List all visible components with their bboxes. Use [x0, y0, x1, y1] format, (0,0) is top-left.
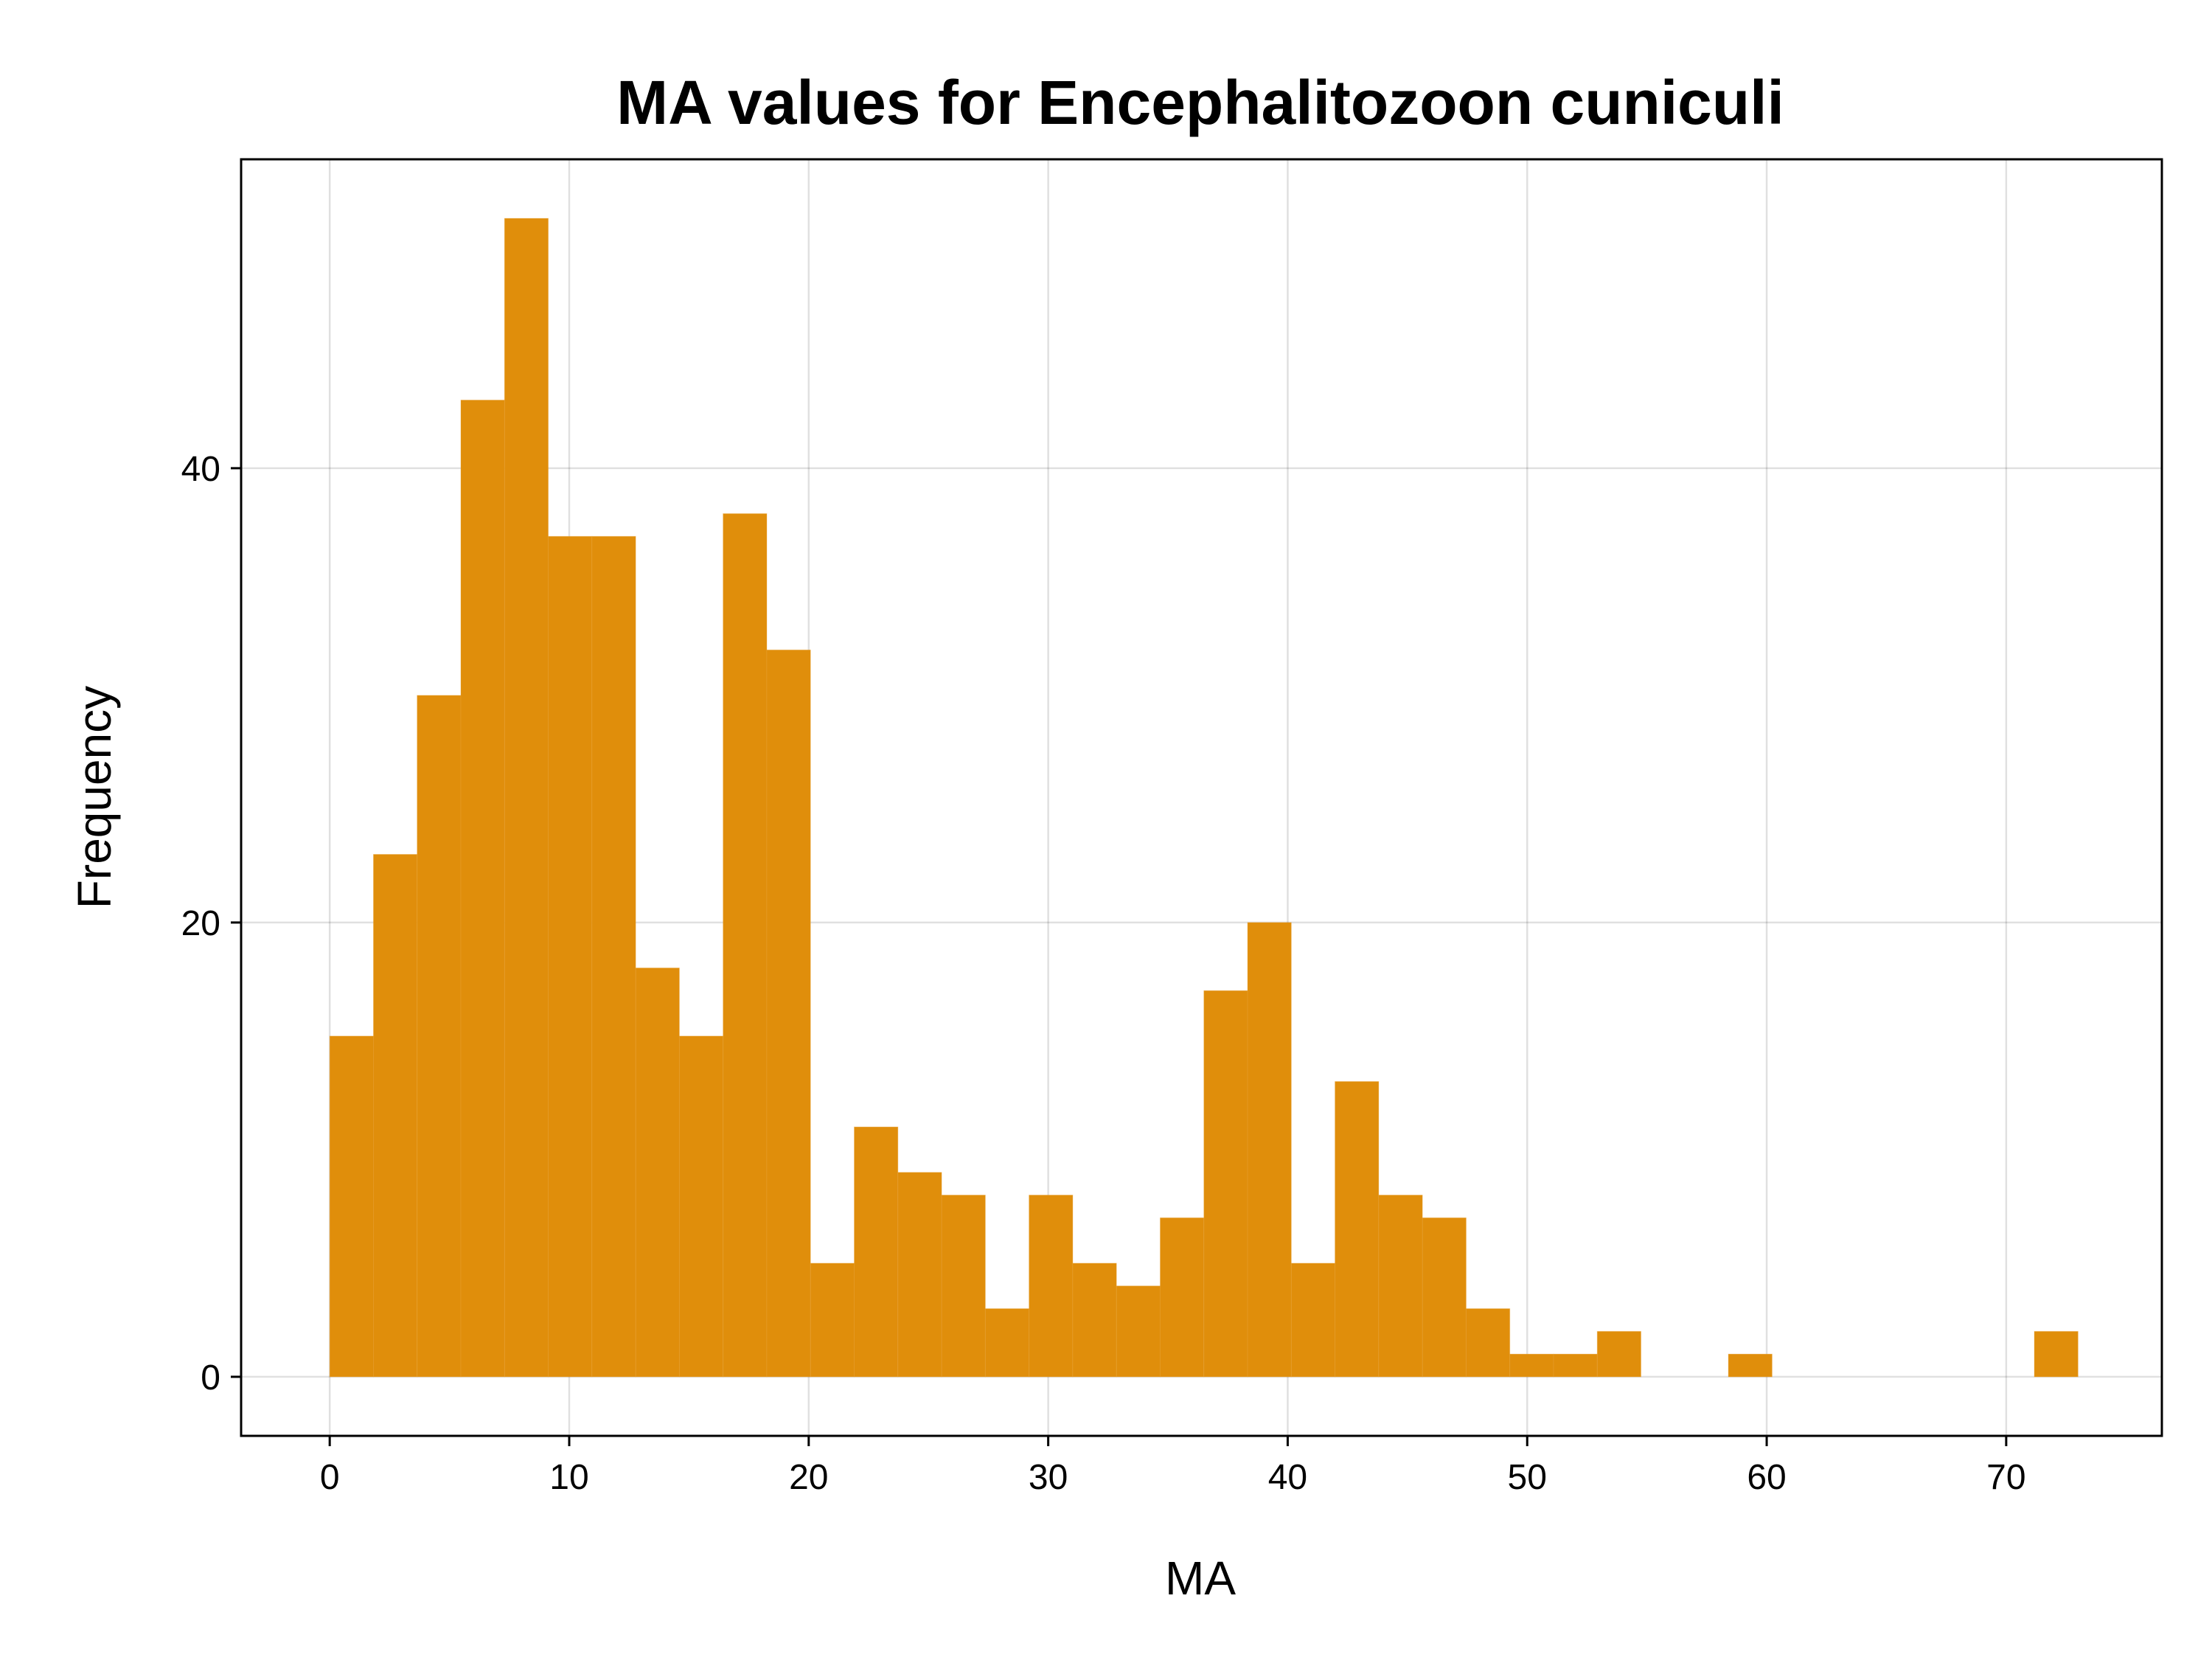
- histogram-bar: [1335, 1081, 1380, 1378]
- histogram-bar: [2034, 1330, 2079, 1378]
- histogram-bar: [372, 854, 418, 1378]
- histogram-bar: [984, 1308, 1030, 1378]
- histogram-bar: [635, 968, 680, 1378]
- x-tick-label: 30: [1029, 1458, 1068, 1497]
- histogram-bar: [591, 535, 636, 1378]
- histogram-bar: [1728, 1353, 1773, 1378]
- histogram-bar: [329, 1035, 374, 1378]
- histogram-bar: [1596, 1330, 1642, 1378]
- x-tick-label: 10: [549, 1458, 588, 1497]
- histogram-bar: [941, 1195, 986, 1378]
- histogram-bar: [810, 1263, 855, 1378]
- histogram-bar: [897, 1172, 942, 1378]
- histogram-bar: [1465, 1308, 1511, 1378]
- histogram-bar: [417, 695, 462, 1378]
- y-tick-label: 0: [201, 1358, 220, 1398]
- histogram-bar: [1290, 1263, 1336, 1378]
- histogram-bar: [723, 513, 768, 1378]
- y-tick-label: 20: [181, 904, 220, 943]
- histogram-bar: [1029, 1195, 1074, 1378]
- x-axis-title: MA: [1165, 1552, 1236, 1605]
- chart-title: MA values for Encephalitozoon cuniculi: [616, 68, 1784, 137]
- histogram-bar: [766, 649, 811, 1378]
- histogram-bar: [1116, 1285, 1161, 1378]
- x-tick-label: 20: [789, 1458, 828, 1497]
- histogram-bar: [1203, 990, 1248, 1378]
- plot-area-frame: [240, 158, 2163, 1437]
- histogram-bar: [1159, 1217, 1205, 1378]
- x-tick-label: 0: [320, 1458, 340, 1497]
- histogram-bar: [1072, 1263, 1117, 1378]
- histogram-bar: [854, 1126, 899, 1378]
- x-axis-ticks: 0 10 20 30 40 50 60 70: [320, 1436, 2026, 1497]
- histogram-bar: [678, 1035, 724, 1378]
- histogram-bars: [329, 218, 2079, 1378]
- histogram-bar: [460, 399, 505, 1378]
- x-tick-label: 60: [1747, 1458, 1786, 1497]
- histogram-bar: [1509, 1353, 1554, 1378]
- histogram-bar: [1247, 922, 1292, 1378]
- histogram-bar: [1422, 1217, 1467, 1378]
- y-axis-title: Frequency: [68, 686, 121, 909]
- x-tick-label: 50: [1508, 1458, 1547, 1497]
- histogram-bar: [548, 535, 593, 1378]
- histogram-bar: [1378, 1195, 1423, 1378]
- y-tick-label: 40: [181, 450, 220, 489]
- x-tick-label: 70: [1986, 1458, 2025, 1497]
- histogram-bar: [1553, 1353, 1598, 1378]
- x-tick-label: 40: [1268, 1458, 1307, 1497]
- y-axis-ticks: 0 20 40: [181, 450, 241, 1398]
- histogram-bar: [504, 218, 549, 1378]
